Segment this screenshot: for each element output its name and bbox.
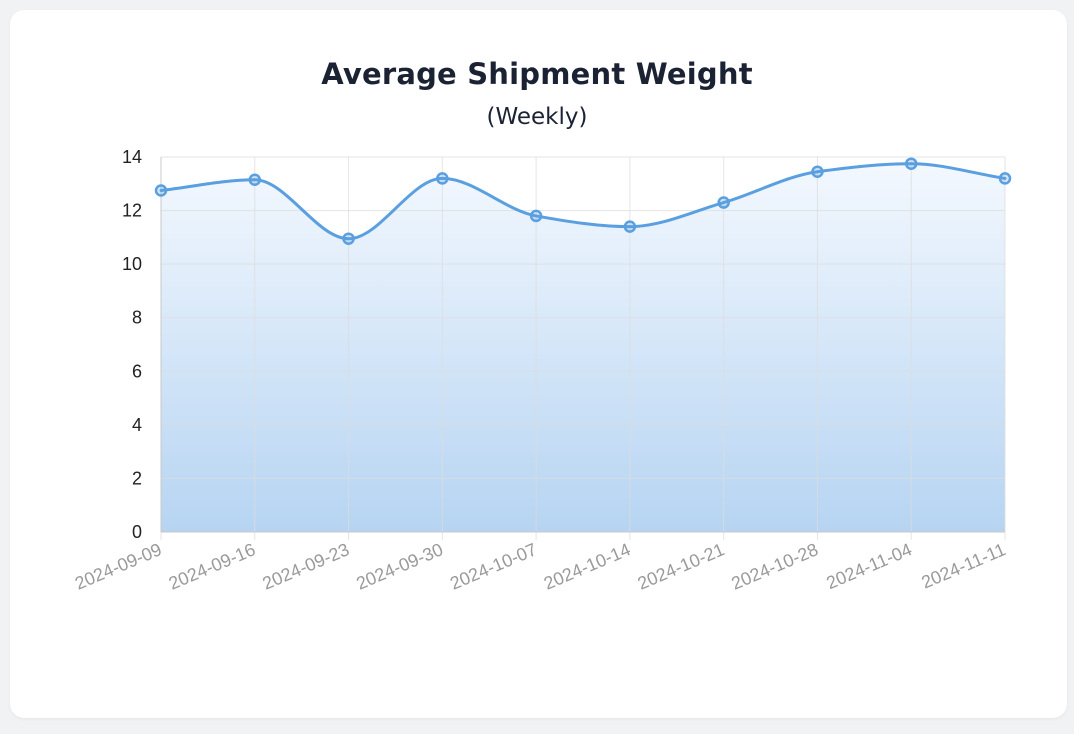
x-tick-label: 2024-09-23 xyxy=(260,539,353,593)
data-point[interactable] xyxy=(811,165,824,178)
data-point[interactable] xyxy=(342,232,355,245)
data-point[interactable] xyxy=(248,173,262,187)
data-point[interactable] xyxy=(529,209,543,223)
y-tick-label: 6 xyxy=(132,361,142,381)
x-tick-label: 2024-11-04 xyxy=(823,539,914,593)
data-point[interactable] xyxy=(436,172,449,185)
chart-subtitle: (Weekly) xyxy=(486,104,588,130)
x-tick-label: 2024-09-16 xyxy=(166,539,259,593)
data-point[interactable] xyxy=(154,184,168,197)
y-tick-label: 2 xyxy=(132,468,142,488)
data-point[interactable] xyxy=(998,172,1012,185)
points-layer xyxy=(154,157,1012,245)
line-layer xyxy=(159,162,1007,241)
area-fill xyxy=(161,163,1005,533)
x-tick-label: 2024-09-30 xyxy=(353,539,446,593)
chart-title: Average Shipment Weight xyxy=(321,57,753,91)
x-tick-label: 2024-10-14 xyxy=(541,539,634,593)
x-tick-labels: 2024-09-09 2024-09-16 2024-09-23 2024-09-30… xyxy=(72,539,1009,593)
y-tick-label: 12 xyxy=(122,201,142,221)
y-tick-labels: 0 2 4 6 8 10 12 14 xyxy=(122,147,142,542)
axis-layer xyxy=(160,157,1005,533)
data-point[interactable] xyxy=(623,220,637,233)
y-tick-label: 8 xyxy=(132,308,142,328)
x-tick-label: 2024-10-21 xyxy=(635,539,728,593)
area-layer xyxy=(161,163,1005,533)
data-point[interactable] xyxy=(904,157,918,170)
y-tick-label: 14 xyxy=(122,147,142,167)
x-tick-label: 2024-09-09 xyxy=(72,539,165,593)
y-tick-label: 10 xyxy=(122,254,142,274)
series-line xyxy=(159,162,1007,241)
y-tick-label: 0 xyxy=(132,522,142,542)
x-tick-label: 2024-11-11 xyxy=(918,539,1008,592)
x-tick-label: 2024-10-07 xyxy=(447,539,540,593)
x-tick-label: 2024-10-28 xyxy=(728,539,821,593)
y-tick-label: 4 xyxy=(132,415,142,435)
data-point[interactable] xyxy=(717,196,730,209)
